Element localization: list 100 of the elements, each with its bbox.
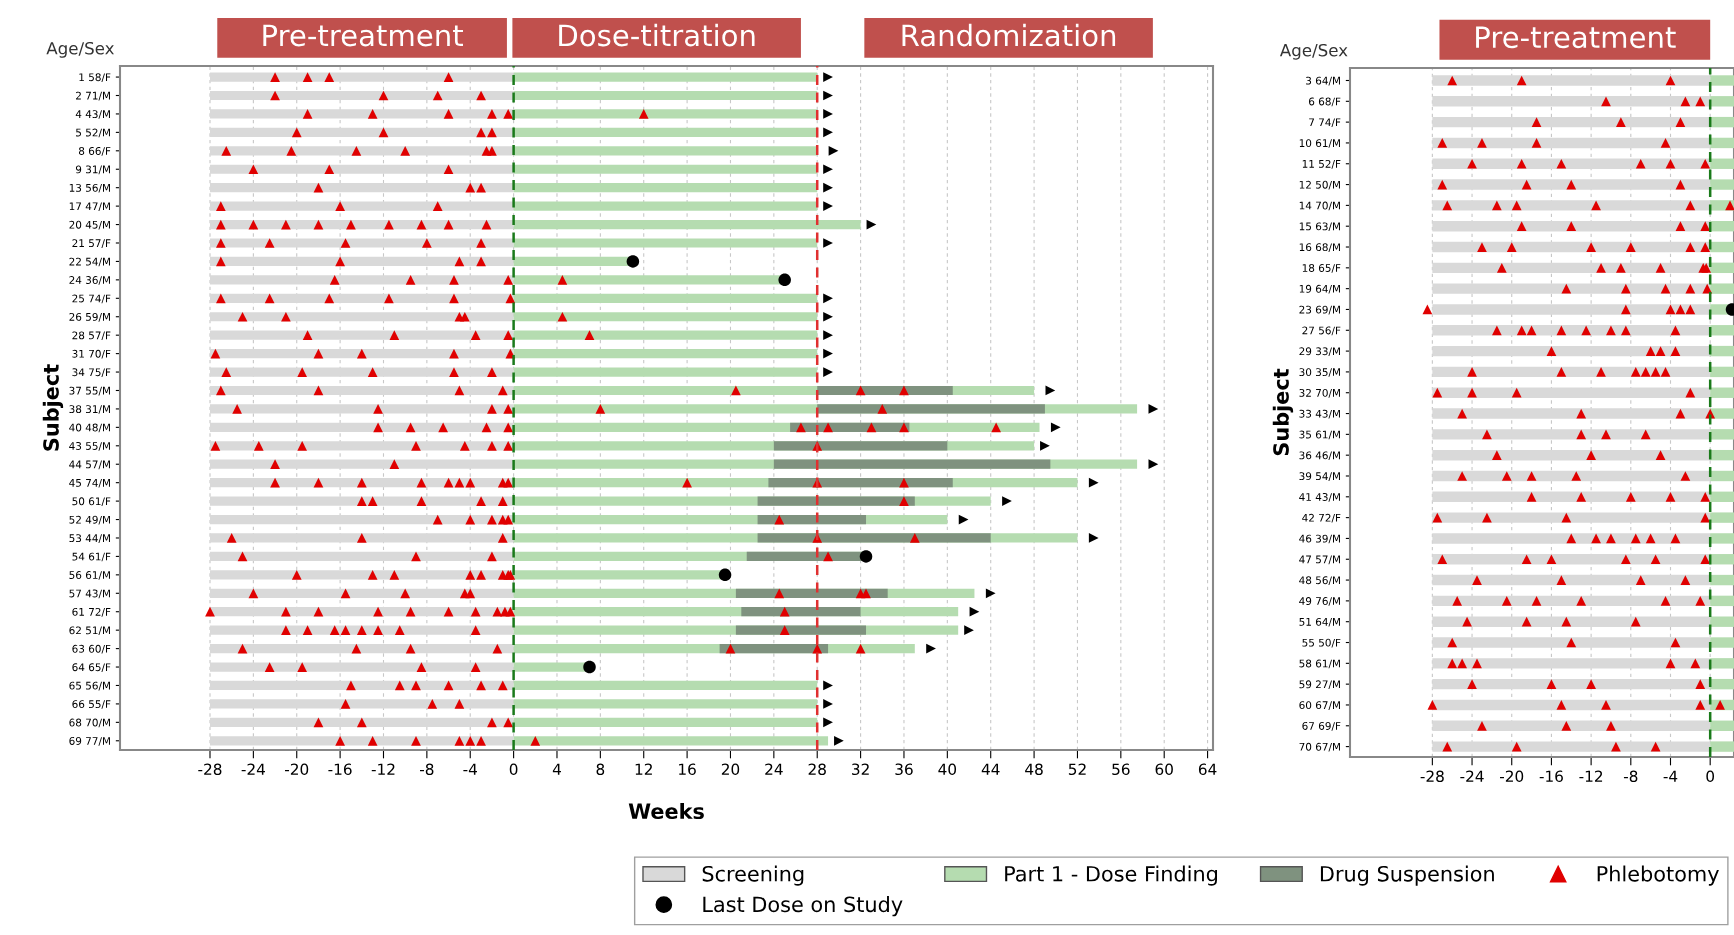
bar	[1432, 283, 1711, 294]
bar	[1710, 720, 1734, 731]
bar	[1432, 262, 1711, 274]
bar	[1710, 345, 1734, 357]
x-tick-label: -24	[241, 763, 265, 775]
bar	[1710, 616, 1734, 627]
y-tick-label: 51 64/M	[1299, 617, 1340, 627]
bar	[1432, 449, 1711, 461]
bar	[1710, 116, 1734, 128]
text: Randomization	[902, 23, 1116, 47]
y-tick-label: 58 61/M	[1299, 659, 1340, 669]
bar	[210, 330, 514, 340]
y-tick-label: 19 64/M	[1299, 284, 1340, 294]
x-tick-label: 8	[596, 763, 605, 776]
y-tick-label: 66 55/F	[72, 700, 111, 709]
x-tick-label: 20	[721, 763, 740, 776]
x-tick-label: -16	[1539, 770, 1563, 783]
bar	[210, 533, 514, 543]
bar	[1432, 637, 1711, 648]
bar	[513, 699, 818, 709]
legend-label: Phlebotomy	[1597, 865, 1719, 886]
text: Age/Sex	[1279, 43, 1348, 60]
y-tick-label: 31 70/F	[72, 349, 111, 359]
bar	[210, 109, 514, 119]
y-tick-label: 56 61/M	[69, 571, 110, 580]
bar	[1710, 574, 1734, 586]
legend-label: Drug Suspension	[1320, 865, 1494, 886]
y-tick-label: 5 52/M	[76, 128, 110, 138]
x-tick-label: 48	[1025, 763, 1043, 776]
y-tick-label: 53 44/M	[69, 534, 110, 543]
legend-label: Screening	[702, 865, 804, 886]
bar	[513, 312, 818, 322]
y-tick-label: 60 67/M	[1299, 701, 1340, 710]
x-tick-label: -20	[285, 763, 309, 776]
text: Pre-treatment	[1476, 26, 1676, 49]
bar	[210, 404, 514, 414]
bar	[210, 459, 514, 469]
y-tick-label: 33 43/M	[1299, 409, 1340, 419]
x-tick-label: -4	[1663, 770, 1678, 782]
x-tick-label: 0	[1706, 770, 1715, 783]
y-tick-label: 26 59/M	[69, 312, 110, 322]
y-tick-label: 2 71/M	[76, 91, 110, 101]
bar	[513, 219, 861, 230]
y-tick-label: 29 33/M	[1299, 347, 1340, 357]
y-tick-label: 27 56/F	[1302, 326, 1341, 336]
bar	[1710, 595, 1734, 607]
x-tick-label: 36	[895, 763, 913, 776]
bar	[210, 164, 514, 174]
x-tick-label: 56	[1112, 763, 1130, 776]
y-tick-label: 49 76/M	[1299, 597, 1340, 606]
y-tick-label: 55 50/F	[1302, 638, 1341, 648]
y-tick-label: 16 68/M	[1299, 243, 1340, 252]
bar	[741, 607, 861, 617]
bar	[513, 680, 818, 691]
x-tick-label: -8	[420, 763, 434, 776]
bar	[757, 496, 915, 506]
bar	[513, 367, 818, 377]
bar	[210, 588, 514, 598]
x-tick-label: -16	[328, 763, 352, 776]
y-tick-label: 34 75/F	[72, 368, 111, 377]
y-tick-label: 23 69/M	[1299, 305, 1340, 315]
y-tick-label: 45 74/M	[69, 479, 110, 488]
y-tick-label: 47 57/M	[1299, 555, 1340, 565]
y-axis-title: Subject	[42, 364, 64, 451]
y-tick-label: 3 64/M	[1306, 76, 1340, 86]
y-tick-label: 44 57/M	[69, 460, 110, 470]
bar	[1710, 637, 1734, 648]
bar	[513, 72, 818, 82]
y-tick-label: 64 65/F	[72, 663, 111, 672]
bar	[210, 699, 514, 709]
x-tick-label: 12	[635, 763, 652, 775]
bar	[210, 312, 514, 322]
x-tick-label: -4	[463, 763, 477, 775]
y-tick-label: 41 43/M	[1299, 493, 1340, 502]
bar	[210, 201, 514, 211]
y-tick-label: 1 58/F	[79, 73, 111, 82]
y-tick-label: 10 61/M	[1299, 139, 1340, 148]
bar	[210, 127, 514, 137]
x-tick-label: 64	[1198, 763, 1217, 776]
bar	[210, 256, 514, 267]
bar	[513, 146, 818, 156]
bar	[210, 367, 514, 377]
y-tick-label: 30 35/M	[1299, 368, 1340, 377]
text: Pre-treatment	[263, 24, 463, 47]
bar	[1432, 616, 1711, 627]
x-tick-label: 44	[981, 763, 1000, 775]
bar	[757, 514, 867, 525]
y-tick-label: 22 54/M	[69, 257, 110, 267]
bar	[1432, 221, 1711, 232]
x-tick-label: -24	[1460, 770, 1484, 782]
bar	[513, 736, 829, 746]
bar	[1710, 741, 1734, 752]
bar	[210, 385, 514, 396]
bar	[1710, 470, 1734, 482]
bar	[210, 662, 514, 672]
x-tick-label: -28	[198, 763, 222, 776]
x-tick-label: -20	[1500, 770, 1524, 783]
bar	[210, 643, 514, 654]
bar	[1432, 200, 1711, 211]
bar	[1710, 678, 1734, 690]
